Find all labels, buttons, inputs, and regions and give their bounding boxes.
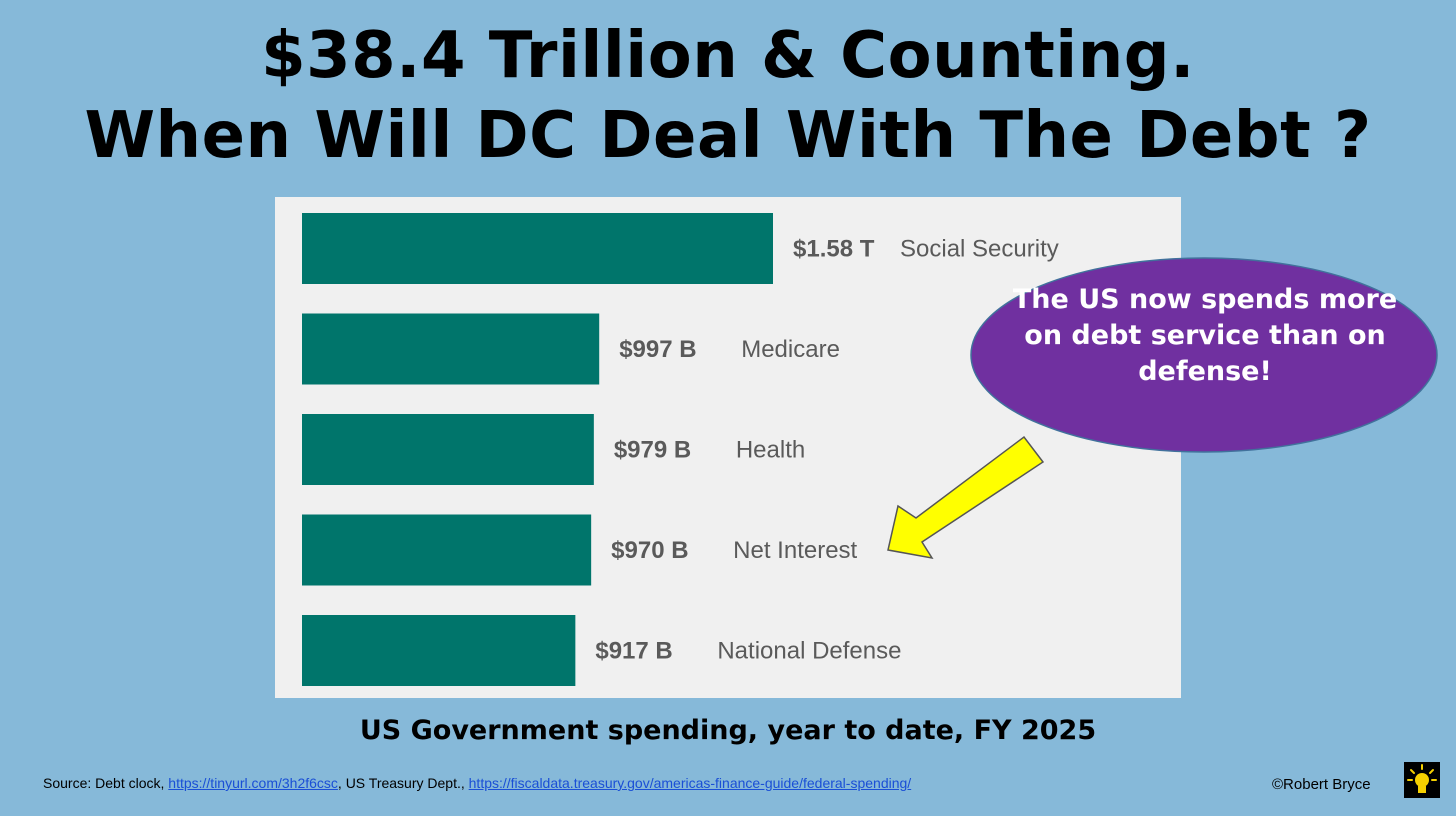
title-line-2: When Will DC Deal With The Debt ? (84, 99, 1372, 173)
bar-chart: $1.58 T Social Security $997 B Medicare $979… (302, 213, 1059, 686)
category-label: Social Security (900, 236, 1059, 263)
category-label: Net Interest (733, 537, 857, 564)
arrow-icon (887, 435, 1045, 560)
title-line-1: $38.4 Trillion & Counting. (261, 19, 1195, 93)
lightbulb-icon (1404, 762, 1440, 798)
callout-bubble (970, 257, 1438, 453)
value-label: $917 B (595, 638, 672, 665)
bar-medicare (302, 313, 600, 385)
value-label: $1.58 T (793, 236, 875, 263)
copyright: ©Robert Bryce (1272, 776, 1371, 793)
bar-social-security (302, 213, 773, 284)
value-label: $970 B (611, 537, 688, 564)
category-label: Health (736, 437, 805, 464)
source-link-treasury[interactable]: https://fiscaldata.treasury.gov/americas… (468, 775, 912, 791)
source-link-debt-clock[interactable]: https://tinyurl.com/3h2f6csc (168, 775, 338, 791)
category-label: National Defense (717, 638, 901, 665)
bar-health (302, 414, 594, 485)
source-prefix: Source: Debt clock, (43, 775, 169, 791)
source-middle: , US Treasury Dept., (337, 775, 469, 791)
value-label: $979 B (614, 437, 691, 464)
value-label: $997 B (619, 336, 696, 363)
chart-subtitle: US Government spending, year to date, FY… (359, 715, 1097, 746)
source-line: Source: Debt clock, https://tinyurl.com/… (43, 775, 911, 791)
category-label: Medicare (741, 336, 840, 363)
bar-national-defense (302, 615, 576, 686)
callout-text: The US now spends more on debt service t… (1012, 284, 1398, 387)
bar-net-interest (302, 514, 592, 586)
